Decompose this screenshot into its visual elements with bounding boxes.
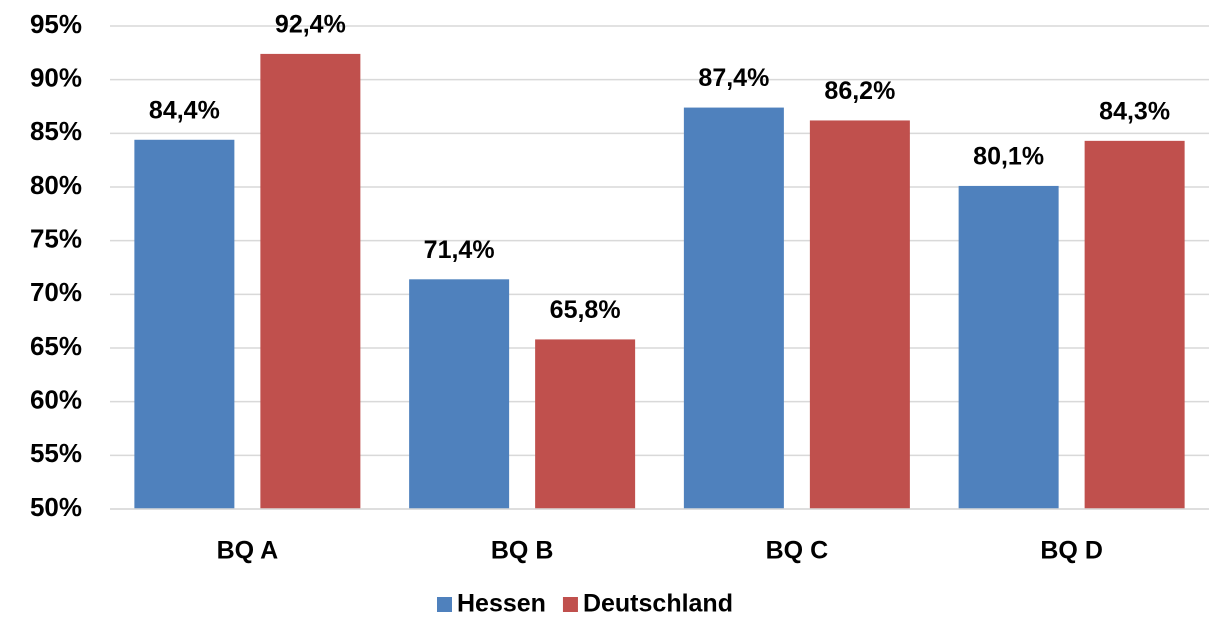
value-label: 84,4% (149, 96, 220, 124)
value-label: 86,2% (824, 77, 895, 105)
bar (535, 339, 636, 509)
y-tick-label: 70% (30, 277, 82, 307)
bar (134, 139, 235, 510)
bar (809, 120, 910, 509)
y-tick-label: 80% (30, 170, 82, 200)
x-tick-label: BQ B (491, 537, 554, 565)
bar (683, 107, 784, 509)
x-tick-label: BQ C (766, 537, 829, 565)
value-label: 71,4% (424, 236, 495, 264)
legend-label: Hessen (457, 590, 546, 618)
y-tick-label: 50% (30, 492, 82, 522)
legend-swatch (562, 597, 578, 612)
y-tick-label: 55% (30, 438, 82, 468)
y-tick-label: 95% (30, 9, 82, 39)
x-tick-label: BQ A (217, 537, 279, 565)
value-label: 92,4% (275, 11, 346, 39)
bar (409, 279, 510, 509)
x-tick-label: BQ D (1040, 537, 1103, 565)
y-tick-label: 90% (30, 63, 82, 93)
y-tick-label: 75% (30, 224, 82, 254)
value-label: 65,8% (550, 296, 621, 324)
value-label: 84,3% (1099, 97, 1170, 125)
bar (1084, 140, 1185, 509)
bar (958, 185, 1059, 509)
value-label: 80,1% (973, 143, 1044, 171)
legend-swatch (437, 597, 452, 612)
bar (260, 53, 361, 509)
y-tick-label: 65% (30, 331, 82, 361)
y-tick-label: 85% (30, 116, 82, 146)
value-label: 87,4% (698, 64, 769, 92)
legend-label: Deutschland (583, 590, 733, 618)
y-tick-label: 60% (30, 385, 82, 415)
